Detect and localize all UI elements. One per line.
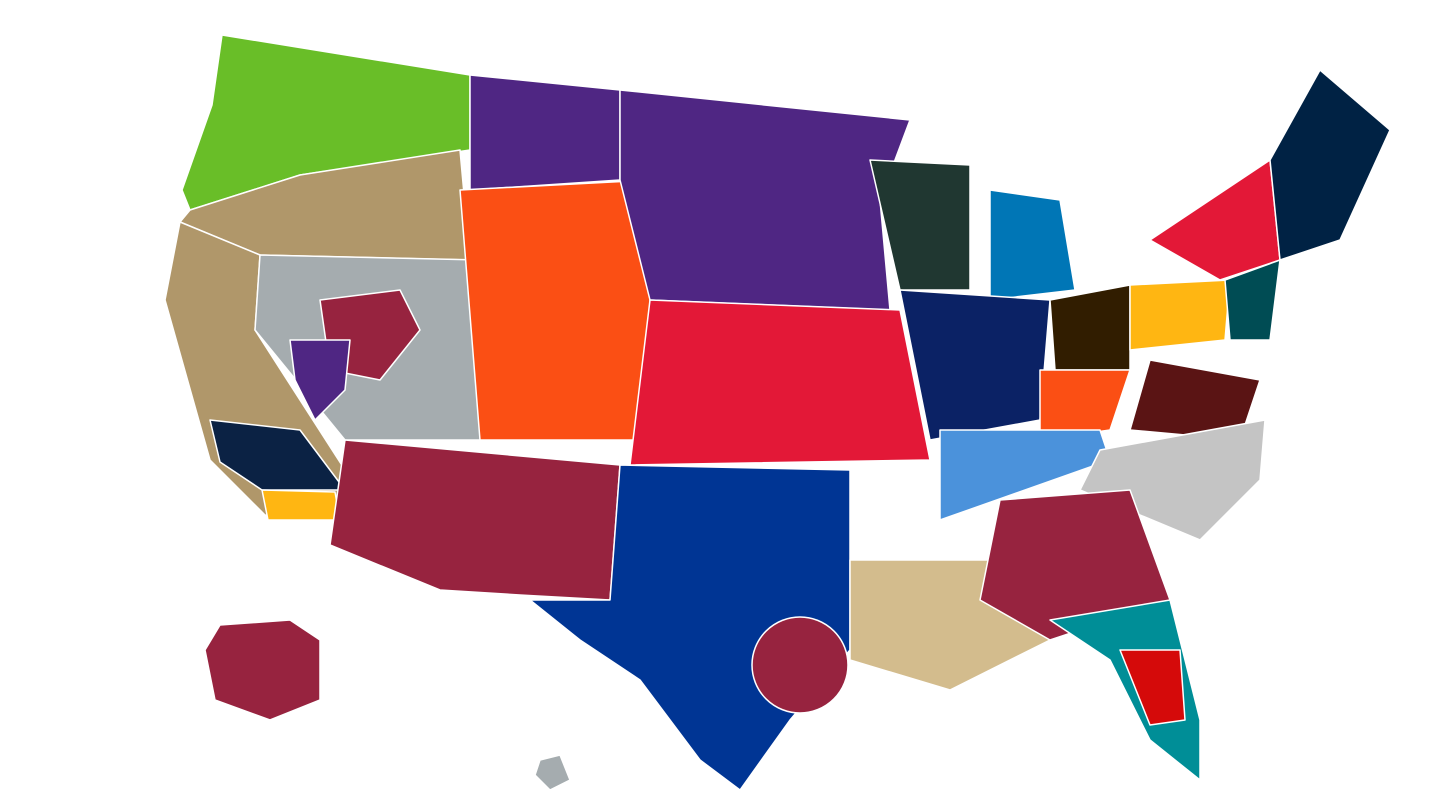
region xyxy=(1119,649,1186,726)
region xyxy=(261,489,341,521)
region xyxy=(989,189,1076,301)
region xyxy=(1039,369,1131,441)
region xyxy=(899,289,1051,441)
region xyxy=(534,754,571,791)
region xyxy=(1049,284,1131,371)
region xyxy=(1049,599,1201,781)
region xyxy=(1269,69,1391,261)
region xyxy=(1129,279,1231,351)
region xyxy=(209,419,346,491)
region xyxy=(459,179,651,441)
region xyxy=(329,439,621,601)
region xyxy=(1149,159,1281,281)
region xyxy=(469,74,621,191)
region xyxy=(619,89,911,311)
region xyxy=(751,616,849,714)
region xyxy=(1224,259,1281,341)
region xyxy=(629,299,931,466)
region xyxy=(869,159,971,291)
region xyxy=(1079,419,1266,541)
region xyxy=(289,339,351,421)
region xyxy=(204,619,321,721)
regions xyxy=(164,34,1391,791)
